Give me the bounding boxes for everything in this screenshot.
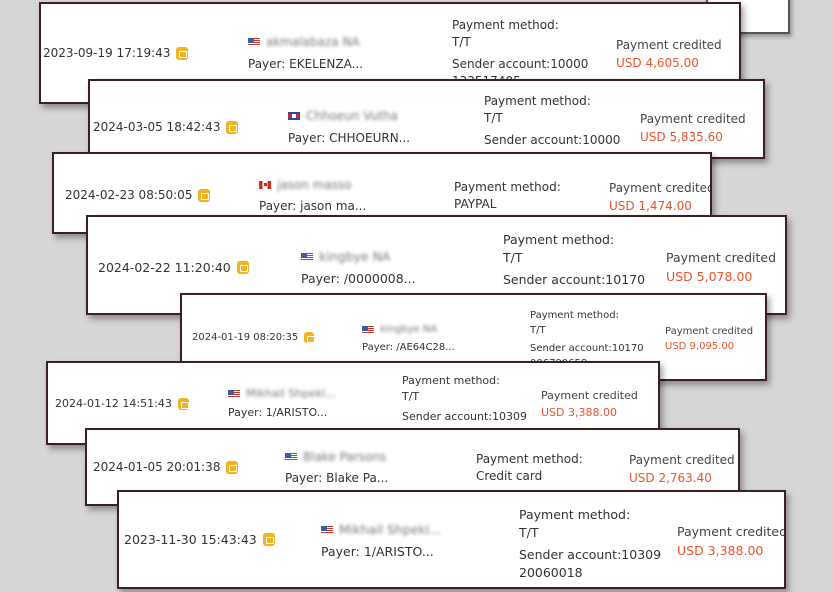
credited-amount: USD 5,078.00: [666, 268, 753, 284]
payer-name: Mikhail Shpeki...: [321, 522, 441, 537]
payer-text: Payer: 1/ARISTO...: [321, 544, 434, 559]
us-flag-icon: [228, 389, 240, 398]
us-flag-icon: [362, 325, 374, 334]
payment-datetime: 2024-01-05 20:01:38: [93, 460, 239, 474]
verified-badge-icon: [226, 460, 239, 474]
verified-badge-icon: [198, 188, 211, 202]
payment-credited: Payment credited USD 2,763.40: [629, 453, 735, 485]
verified-badge-icon: [177, 397, 189, 410]
payer-name: Chhoeun Vutha: [288, 109, 398, 123]
payer-name: jason masso: [259, 178, 352, 192]
payer-name: kingbye NA: [301, 249, 390, 264]
payment-datetime: 2024-02-23 08:50:05: [65, 188, 211, 202]
verified-badge-icon: [176, 46, 189, 60]
payment-datetime: 2024-02-22 11:20:40: [98, 260, 249, 275]
payment-datetime: 2023-11-30 15:43:43: [124, 532, 275, 547]
us-flag-icon: [301, 252, 313, 261]
payment-datetime: 2024-03-05 18:42:43: [93, 120, 239, 134]
payment-method: Payment method: T/T Sender account:10309…: [519, 507, 662, 581]
credited-amount: USD 3,388.00: [677, 542, 764, 558]
payer-text: Payer: Blake Pa...: [285, 471, 389, 485]
payer-text: Payer: CHHOEURN...: [288, 131, 411, 145]
us-flag-icon: [321, 525, 333, 534]
payment-card[interactable]: 2023-11-30 15:43:43 Mikhail Shpeki... Pa…: [117, 490, 786, 589]
credited-amount: USD 2,763.40: [629, 471, 712, 485]
payment-datetime: 2023-09-19 17:19:43: [43, 46, 189, 60]
payment-credited: Payment credited USD 5,835.60: [640, 112, 746, 144]
us-flag-icon: [285, 453, 297, 461]
payer-text: Payer: jason ma...: [259, 199, 367, 213]
payer-text: Payer: /0000008...: [301, 271, 416, 286]
verified-badge-icon: [236, 261, 249, 274]
payment-credited: Payment credited USD 5,078.00: [666, 249, 776, 287]
payer-text: Payer: 1/ARISTO...: [228, 406, 328, 419]
payment-datetime: 2024-01-12 14:51:43: [55, 397, 189, 410]
payment-credited: Payment credited USD 1,474.00: [609, 179, 710, 215]
payment-credited: Payment credited USD 3,388.00: [541, 388, 638, 421]
payment-method: Payment method: T/T Sender account:10000…: [484, 94, 621, 157]
payment-credited: Payment credited USD 4,605.00: [616, 38, 722, 70]
kh-flag-icon: [288, 112, 300, 120]
payment-method: Payment method: PAYPAL: [454, 180, 561, 212]
payment-card[interactable]: 2024-03-05 18:42:43 Chhoeun Vutha Payer:…: [88, 79, 765, 159]
payer-name: Mikhail Shpeki...: [228, 387, 336, 400]
payment-card[interactable]: 2023-09-19 17:19:43 akmalabaza NA Payer:…: [39, 2, 741, 104]
credited-amount: USD 9,095.00: [665, 341, 735, 352]
payment-credited: Payment credited USD 9,095.00: [665, 326, 754, 352]
payer-name: akmalabaza NA: [248, 35, 360, 49]
credited-amount: USD 5,835.60: [640, 130, 723, 144]
us-flag-icon: [248, 38, 260, 46]
credited-amount: USD 3,388.00: [541, 405, 617, 419]
payer-name: Blake Parsons: [285, 450, 386, 464]
payer-text: Payer: /AE64C28...: [362, 342, 455, 353]
payment-method: Payment method: Credit card: [476, 452, 583, 484]
verified-badge-icon: [262, 533, 275, 546]
payment-credited: Payment credited USD 3,388.00: [677, 523, 784, 561]
ca-flag-icon: [259, 181, 271, 189]
credited-amount: USD 1,474.00: [609, 199, 692, 213]
verified-badge-icon: [304, 332, 316, 343]
payment-datetime: 2024-01-19 08:20:35: [192, 332, 316, 343]
payer-text: Payer: EKELENZA...: [248, 57, 364, 71]
verified-badge-icon: [226, 120, 239, 134]
payer-name: kingbye NA: [362, 324, 437, 335]
credited-amount: USD 4,605.00: [616, 56, 699, 70]
